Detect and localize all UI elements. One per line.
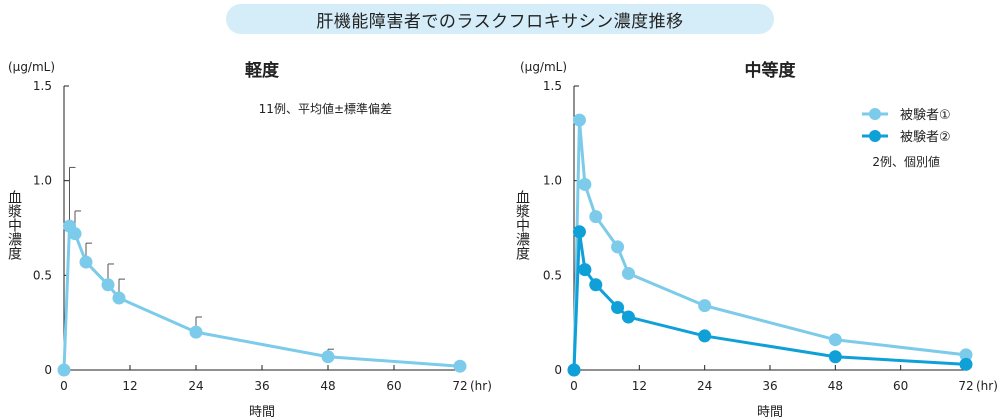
panel-2-series-2-point <box>578 263 592 277</box>
panel-2-series-2-point <box>828 350 842 364</box>
panel-1-x-axis-title: 時間 <box>249 405 275 420</box>
panel-1-unit-label: (μg/mL) <box>8 60 55 74</box>
panel-1-title: 軽度 <box>245 60 280 81</box>
panel-2-y-tick-label: 1.5 <box>543 79 562 93</box>
panel-2-series-2-point <box>698 329 712 343</box>
panel-1-x-tick-label: 48 <box>320 379 335 393</box>
panel-1-series-1-point <box>453 359 467 373</box>
panel-2-legend-marker-1 <box>869 108 881 120</box>
panel-2-x-unit: (hr) <box>976 379 998 393</box>
panel-1-y-tick-label: 0 <box>44 363 52 377</box>
panel-2-note: 2例、個別値 <box>872 154 940 169</box>
panel-2-legend-label-1: 被験者① <box>900 108 951 123</box>
panel-2-x-tick-label: 0 <box>570 379 578 393</box>
panel-2-series-1-point <box>572 113 586 127</box>
chart-title: 肝機能障害者でのラスクフロキサシン濃度推移 <box>226 4 774 34</box>
panel-1-x-tick-label: 72 <box>452 379 467 393</box>
panel-1-series-1-point <box>112 291 126 305</box>
panel-2-series-1-point <box>578 177 592 191</box>
panel-1-series-1-point <box>321 350 335 364</box>
panel-1-y-tick-label: 0.5 <box>33 268 52 282</box>
panel-2-y-tick-label: 0.5 <box>543 268 562 282</box>
panel-1-series-1-point <box>57 363 71 377</box>
panel-1-series-1-point <box>189 325 203 339</box>
panel-2-series-2-point <box>567 363 581 377</box>
panel-2-legend-marker-2 <box>869 130 881 142</box>
panel-1-series-1-point <box>101 278 115 292</box>
panel-2-y-tick-label: 1.0 <box>543 174 562 188</box>
panel-2-series-2-point <box>572 225 586 239</box>
panel-2-unit-label: (μg/mL) <box>520 60 567 74</box>
panel-1-series-1-point <box>68 227 82 241</box>
panel-1-y-axis-title: 血漿中濃度 <box>6 190 22 260</box>
panel-1-x-unit: (hr) <box>470 379 492 393</box>
panel-2-series-2-point <box>959 357 973 371</box>
panel-2-x-tick-label: 24 <box>697 379 712 393</box>
panel-1-y-tick-label: 1.5 <box>33 79 52 93</box>
panel-1-series-1-point <box>79 255 93 269</box>
panel-1-x-tick-label: 12 <box>122 379 137 393</box>
panel-2-series-1-point <box>589 210 603 224</box>
panel-2-x-tick-label: 12 <box>632 379 647 393</box>
panel-1-x-tick-label: 0 <box>60 379 68 393</box>
panel-2-x-tick-label: 36 <box>762 379 777 393</box>
panel-2-series-1-point <box>828 333 842 347</box>
panel-1-x-tick-label: 24 <box>188 379 203 393</box>
panel-2-series-2-point <box>589 278 603 292</box>
panel-2-series-2-point <box>611 301 625 315</box>
panel-2-y-axis-title: 血漿中濃度 <box>514 190 530 260</box>
panel-2-series-1-point <box>611 240 625 254</box>
panel-2-y-tick-label: 0 <box>554 363 562 377</box>
panel-2-series-1-point <box>621 266 635 280</box>
panel-2-x-tick-label: 60 <box>893 379 908 393</box>
panel-1-x-tick-label: 60 <box>386 379 401 393</box>
panel-1-x-tick-label: 36 <box>254 379 269 393</box>
panel-2-legend-label-2: 被験者② <box>900 130 951 145</box>
panel-2-x-tick-label: 48 <box>828 379 843 393</box>
panel-2-x-tick-label: 72 <box>958 379 973 393</box>
panel-2-series-1-point <box>959 348 973 362</box>
panel-2-x-axis-title: 時間 <box>757 405 783 420</box>
panel-2-series-1-point <box>698 299 712 313</box>
panel-2-series-2-point <box>621 310 635 324</box>
panel-2-title: 中等度 <box>745 60 797 81</box>
panel-1-y-tick-label: 1.0 <box>33 174 52 188</box>
panel-1-note: 11例、平均値±標準偏差 <box>259 101 392 116</box>
